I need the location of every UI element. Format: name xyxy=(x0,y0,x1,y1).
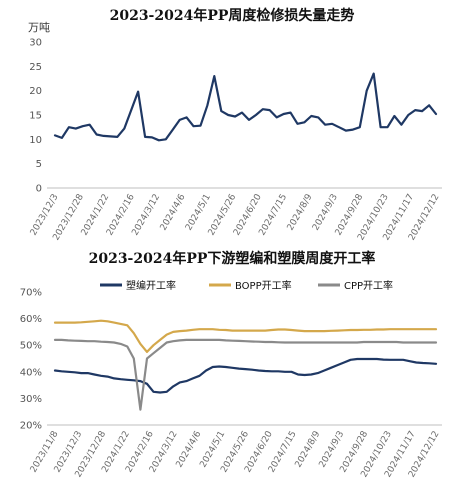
y-tick-label: 20 xyxy=(29,86,42,97)
x-tick-label: 2024/9/3 xyxy=(311,193,340,233)
chart2-title: 2023-2024年PP下游塑编和塑膜周度开工率 xyxy=(89,250,376,267)
y-tick-label: 70% xyxy=(20,288,42,299)
x-tick-label: 2024/8/9 xyxy=(286,192,315,232)
y-tick-label: 15 xyxy=(29,111,42,122)
chart-operating-rate: 2023-2024年PP下游塑编和塑膜周度开工率 塑编开工率 BOPP开工率 C… xyxy=(20,250,442,479)
x-tick-label: 2024/4/6 xyxy=(159,192,188,232)
chart-loss-volume: 2023-2024年PP周度检修损失量走势 万吨 0 5 10 15 20 25 30 20… xyxy=(28,7,442,242)
chart2-x-ticks: 2023/11/82023/12/32023/12/282024/1/22202… xyxy=(29,429,442,479)
x-tick-label: 2024/5/1 xyxy=(184,193,213,233)
legend-label-bopp: BOPP开工率 xyxy=(235,279,292,292)
chart2-series-group xyxy=(53,319,438,411)
legend-label-woven: 塑编开工率 xyxy=(126,279,176,292)
y-tick-label: 10 xyxy=(29,135,42,146)
series-line-1 xyxy=(53,319,438,353)
chart2-legend: 塑编开工率 BOPP开工率 CPP开工率 xyxy=(100,279,393,292)
series-line-0 xyxy=(53,357,438,394)
chart1-y-ticks: 0 5 10 15 20 25 30 xyxy=(29,38,42,195)
y-tick-label: 30% xyxy=(20,394,42,405)
series-line-2 xyxy=(53,338,438,411)
chart2-y-ticks: 20% 30% 40% 50% 60% 70% xyxy=(20,288,42,432)
y-tick-label: 0 xyxy=(36,184,42,195)
series-line-0 xyxy=(53,72,438,142)
y-tick-label: 40% xyxy=(20,367,42,378)
legend-label-cpp: CPP开工率 xyxy=(344,279,393,292)
y-tick-label: 30 xyxy=(29,38,42,49)
y-tick-label: 60% xyxy=(20,314,42,325)
y-tick-label: 20% xyxy=(20,421,42,432)
y-tick-label: 50% xyxy=(20,341,42,352)
chart1-series-group xyxy=(53,72,438,142)
chart1-x-ticks: 2023/12/32023/12/282024/1/222024/2/16202… xyxy=(29,192,442,242)
chart1-y-unit: 万吨 xyxy=(28,21,50,34)
y-tick-label: 25 xyxy=(29,62,42,73)
y-tick-label: 5 xyxy=(36,159,42,170)
chart1-title: 2023-2024年PP周度检修损失量走势 xyxy=(110,7,355,24)
